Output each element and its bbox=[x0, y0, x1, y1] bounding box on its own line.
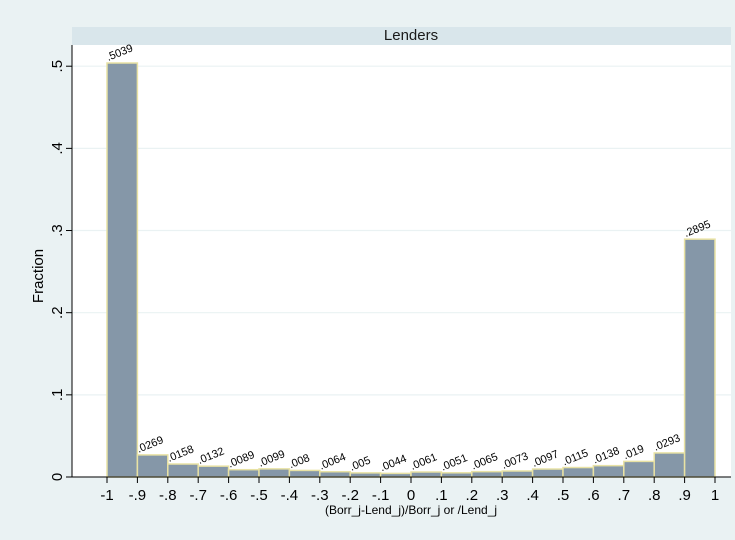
x-tick-label: -1 bbox=[100, 487, 113, 504]
x-tick-label: -.6 bbox=[220, 487, 238, 504]
bar bbox=[623, 460, 655, 478]
x-tick-label: 0 bbox=[407, 487, 415, 504]
x-tick-label: -.9 bbox=[129, 487, 147, 504]
x-tick-label: -.1 bbox=[372, 487, 390, 504]
bars bbox=[106, 62, 716, 478]
chart-title: Lenders bbox=[384, 27, 438, 44]
y-axis: 0 .1 .2 .3 .4 .5 bbox=[49, 45, 73, 481]
y-axis-title: Fraction bbox=[30, 249, 47, 303]
x-tick-label: .8 bbox=[648, 487, 661, 504]
title-band bbox=[72, 27, 731, 45]
bar bbox=[197, 465, 230, 478]
x-tick-label: .1 bbox=[435, 487, 448, 504]
y-tick-label: .2 bbox=[49, 306, 66, 319]
x-axis-title: (Borr_j-Lend_j)/Borr_j or /Lend_j bbox=[325, 503, 497, 517]
x-tick-label: -.3 bbox=[311, 487, 329, 504]
x-tick-label: -.4 bbox=[281, 487, 299, 504]
y-tick-label: .5 bbox=[49, 60, 66, 73]
bar bbox=[531, 468, 564, 478]
x-tick-label: .9 bbox=[678, 487, 691, 504]
x-tick-label: .3 bbox=[496, 487, 509, 504]
bar bbox=[471, 470, 503, 478]
bar bbox=[683, 238, 716, 478]
bar bbox=[288, 469, 321, 478]
x-tick-label: .5 bbox=[557, 487, 570, 504]
bar bbox=[136, 454, 169, 478]
bar bbox=[440, 472, 473, 478]
y-tick-label: .3 bbox=[49, 224, 66, 237]
plot-area bbox=[72, 45, 731, 477]
y-tick-label: .1 bbox=[49, 389, 66, 402]
x-tick-label: -.5 bbox=[250, 487, 268, 504]
bar bbox=[319, 470, 351, 478]
bar bbox=[167, 463, 199, 478]
x-axis: -1 -.9 -.8 -.7 -.6 -.5 -.4 -.3 -.2 -.1 0 .1 .2 .3 .4 .5… bbox=[72, 476, 731, 504]
x-tick-label: 1 bbox=[711, 487, 719, 504]
y-tick-label: .4 bbox=[49, 142, 66, 155]
bar bbox=[349, 472, 382, 478]
bar bbox=[227, 468, 260, 478]
x-tick-label: .7 bbox=[618, 487, 631, 504]
x-tick-label: .2 bbox=[466, 487, 479, 504]
bar bbox=[562, 466, 595, 478]
x-tick-label: -.8 bbox=[159, 487, 177, 504]
bar bbox=[106, 62, 139, 478]
bar bbox=[410, 471, 443, 478]
bar bbox=[258, 468, 291, 478]
bar bbox=[501, 470, 534, 478]
x-tick-label: -.7 bbox=[189, 487, 207, 504]
y-tick-label: 0 bbox=[49, 473, 66, 481]
bar bbox=[592, 464, 625, 478]
bar bbox=[653, 452, 686, 478]
bar bbox=[379, 472, 412, 478]
x-tick-label: .6 bbox=[587, 487, 600, 504]
x-tick-label: .4 bbox=[526, 487, 539, 504]
x-tick-label: -.2 bbox=[341, 487, 359, 504]
